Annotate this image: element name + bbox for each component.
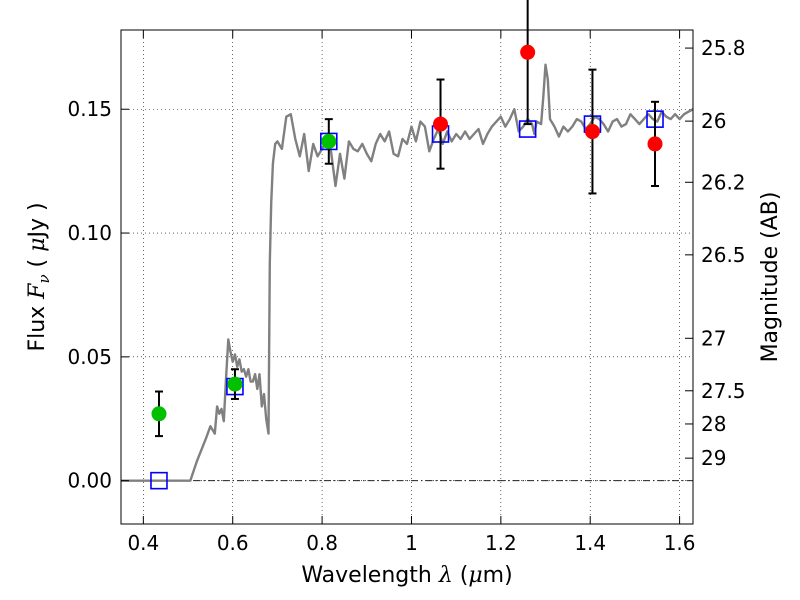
x-tick-label: 1 bbox=[405, 531, 418, 555]
x-tick-label: 1.6 bbox=[664, 531, 696, 555]
data-layer bbox=[121, 63, 693, 482]
green-data-point bbox=[321, 133, 337, 149]
y2-axis-title: Magnitude (AB) bbox=[758, 192, 783, 363]
y2-tick-label: 26.5 bbox=[701, 243, 746, 267]
x-tick-label: 0.8 bbox=[306, 531, 338, 555]
green-data-point bbox=[227, 376, 243, 392]
y-tick-label: 0.15 bbox=[67, 97, 112, 121]
tick-layer: 0.4 0.6 0.8 1 1.2 1.4 1.6 0.00 0.05 0.10 0.15 25.8 2… bbox=[67, 30, 746, 555]
green-data-point bbox=[151, 406, 167, 422]
model-spectrum-line bbox=[121, 63, 693, 482]
y-tick-label: 0.00 bbox=[67, 469, 112, 493]
x-tick-label: 0.4 bbox=[127, 531, 159, 555]
y-axis-title: Flux Fν ( μJy ) bbox=[25, 202, 53, 351]
y2-tick-label: 26.2 bbox=[701, 170, 746, 194]
errorbar-layer bbox=[150, 0, 664, 490]
grid bbox=[121, 30, 693, 524]
y2-tick-label: 26 bbox=[701, 109, 726, 133]
x-tick-label: 1.4 bbox=[574, 531, 606, 555]
y-tick-label: 0.05 bbox=[67, 345, 112, 369]
y2-tick-label: 27.5 bbox=[701, 379, 746, 403]
model-photometry-square bbox=[150, 471, 168, 490]
plot-frame bbox=[120, 29, 694, 525]
red-data-point bbox=[584, 124, 600, 140]
y2-tick-label: 28 bbox=[701, 412, 726, 436]
red-data-point bbox=[433, 116, 449, 132]
y2-tick-label: 25.8 bbox=[701, 36, 746, 60]
y2-tick-label: 29 bbox=[701, 446, 726, 470]
x-axis-title: Wavelength λ (μm) bbox=[301, 563, 512, 588]
x-tick-label: 0.6 bbox=[217, 531, 249, 555]
plot-background bbox=[121, 30, 693, 524]
red-data-point bbox=[647, 136, 663, 152]
x-tick-label: 1.2 bbox=[485, 531, 517, 555]
red-data-point bbox=[520, 44, 536, 60]
y-tick-label: 0.10 bbox=[67, 221, 112, 245]
y2-tick-label: 27 bbox=[701, 326, 726, 350]
